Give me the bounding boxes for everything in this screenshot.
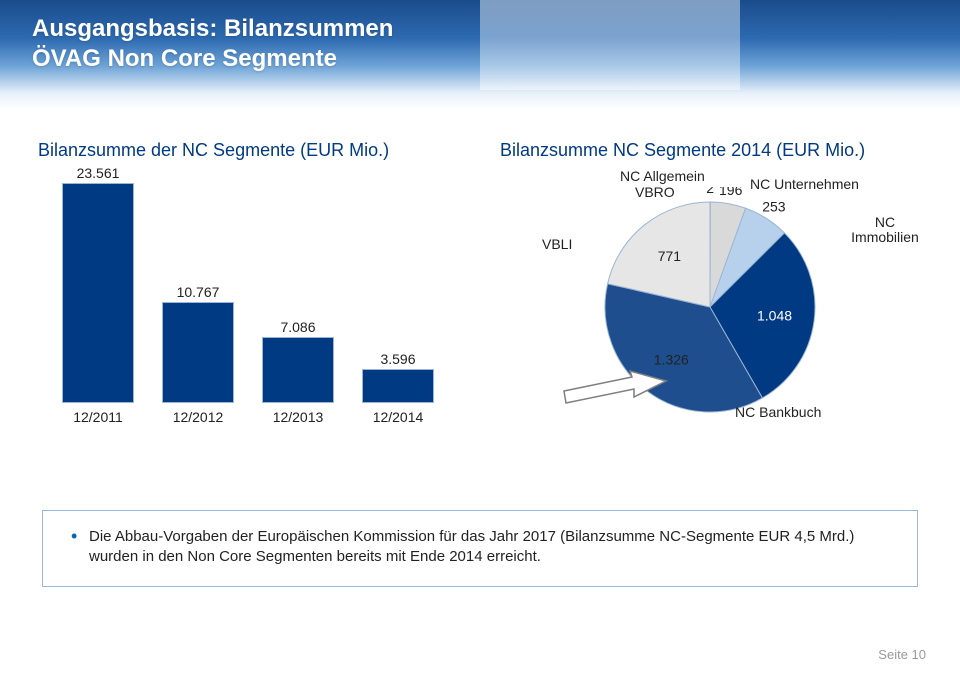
bar-value-label: 23.561 — [48, 165, 148, 181]
pie-label-nc-allgemein: NC Allgemein — [620, 169, 705, 184]
pie-label-vbro: VBRO — [635, 185, 675, 200]
title-line-1: Ausgangsbasis: Bilanzsummen — [32, 14, 393, 44]
header-banner-accent — [480, 0, 740, 90]
slide-title: Ausgangsbasis: Bilanzsummen ÖVAG Non Cor… — [32, 14, 393, 74]
pie-chart: Bilanzsumme NC Segmente 2014 (EUR Mio.) … — [500, 140, 930, 480]
bar-group: 23.561 12/2011 — [48, 165, 148, 425]
pie-label-nc-unternehmen: NC Unternehmen — [750, 177, 859, 192]
pie-value-label: 771 — [658, 248, 682, 264]
pie-value-label: 2 — [706, 187, 714, 196]
pie-chart-area: 2 196 253 1.048 1.326 771 NC AllgemeinVBRO NC U… — [500, 169, 930, 449]
bar-group: 3.596 12/2014 — [348, 351, 448, 425]
arrow-icon — [560, 367, 680, 407]
bar-chart-area: 23.56112/201110.76712/20127.08612/20133.… — [38, 169, 468, 449]
bar-value-label: 7.086 — [248, 319, 348, 335]
bar-category-label: 12/2014 — [348, 409, 448, 425]
pie-value-label: 196 — [719, 187, 743, 198]
pie-value-label: 1.326 — [654, 351, 689, 367]
pie-label-vbli: VBLI — [542, 237, 572, 252]
pie-value-label: 253 — [762, 199, 786, 215]
note-text: Die Abbau-Vorgaben der Europäischen Komm… — [71, 527, 897, 568]
bar-value-label: 10.767 — [148, 284, 248, 300]
bar-rect — [162, 302, 234, 403]
pie-label-nc-immobilien: NC Immobilien — [840, 215, 930, 246]
slide: Ausgangsbasis: Bilanzsummen ÖVAG Non Cor… — [0, 0, 960, 676]
charts-row: Bilanzsumme der NC Segmente (EUR Mio.) 2… — [0, 140, 960, 480]
bar-rect — [362, 369, 434, 403]
bar-value-label: 3.596 — [348, 351, 448, 367]
bar-group: 7.086 12/2013 — [248, 319, 348, 425]
pie-label-nc-bankbuch: NC Bankbuch — [735, 405, 821, 420]
bar-category-label: 12/2012 — [148, 409, 248, 425]
page-number: Seite 10 — [878, 647, 926, 662]
bar-chart: Bilanzsumme der NC Segmente (EUR Mio.) 2… — [38, 140, 468, 480]
note-box: Die Abbau-Vorgaben der Europäischen Komm… — [42, 510, 918, 587]
pie-chart-title: Bilanzsumme NC Segmente 2014 (EUR Mio.) — [500, 140, 930, 161]
pie-value-label: 1.048 — [757, 308, 792, 324]
title-line-2: ÖVAG Non Core Segmente — [32, 44, 393, 74]
bar-category-label: 12/2011 — [48, 409, 148, 425]
bar-rect — [62, 183, 134, 403]
bar-group: 10.767 12/2012 — [148, 284, 248, 425]
bar-chart-title: Bilanzsumme der NC Segmente (EUR Mio.) — [38, 140, 468, 161]
bar-category-label: 12/2013 — [248, 409, 348, 425]
bar-rect — [262, 337, 334, 403]
